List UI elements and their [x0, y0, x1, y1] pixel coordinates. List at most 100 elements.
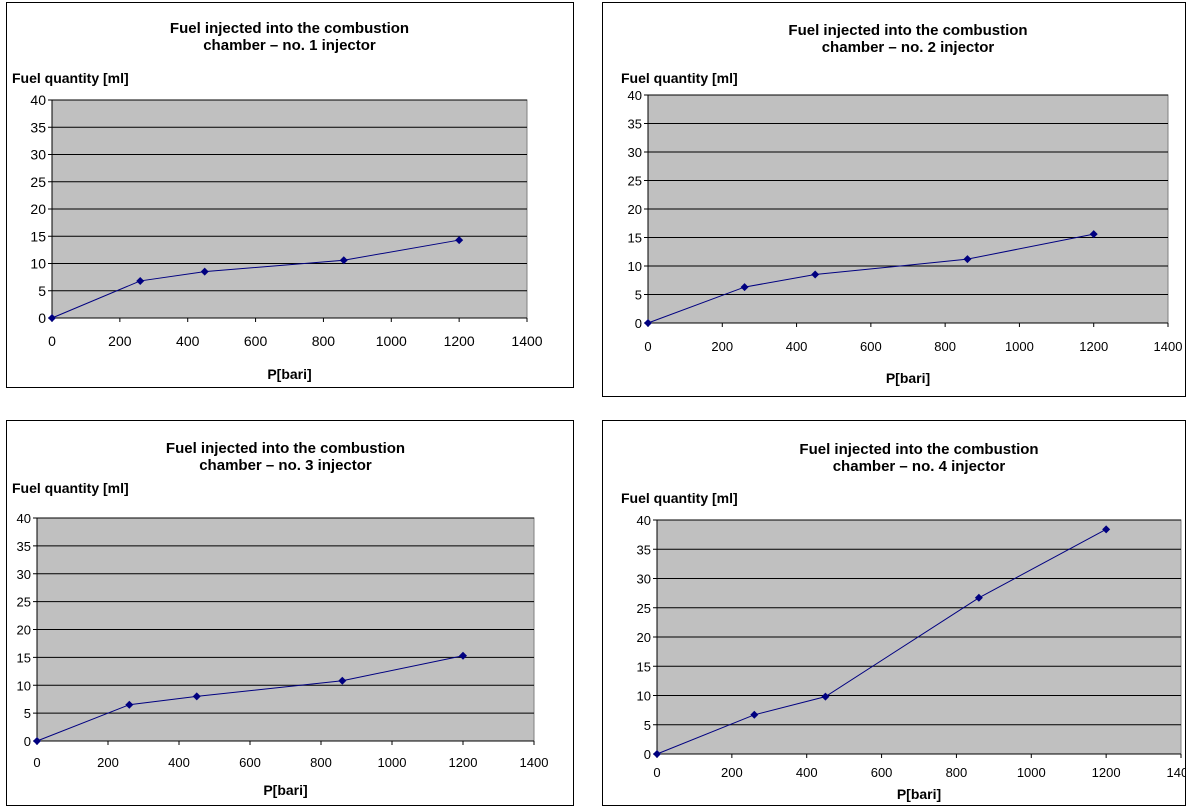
y-tick-label: 10 [30, 256, 46, 272]
chart-title-line: chamber – no. 2 injector [822, 39, 995, 56]
data-point [963, 255, 972, 264]
data-point [48, 314, 56, 322]
x-tick-label: 1400 [520, 755, 549, 770]
y-tick-label: 10 [628, 259, 642, 274]
data-point [455, 236, 464, 245]
y-tick-label: 20 [30, 201, 46, 217]
x-tick-label: 1000 [376, 333, 407, 349]
y-tick-label: 35 [637, 542, 651, 557]
x-axis-label: P[bari] [886, 370, 930, 386]
x-axis-label: P[bari] [263, 782, 307, 798]
y-tick-label: 25 [17, 595, 31, 610]
data-point [459, 651, 467, 660]
y-tick-label: 0 [635, 316, 642, 331]
x-tick-label: 600 [244, 333, 268, 349]
y-tick-label: 5 [644, 718, 651, 733]
y-axis-label: Fuel quantity [ml] [12, 480, 129, 496]
x-tick-label: 1200 [444, 333, 475, 349]
data-point [821, 692, 830, 701]
y-axis-label: Fuel quantity [ml] [621, 490, 738, 506]
y-tick-label: 40 [628, 88, 642, 103]
y-tick-label: 15 [637, 659, 651, 674]
x-tick-label: 200 [711, 339, 733, 354]
y-tick-label: 35 [17, 539, 31, 554]
data-point [338, 676, 347, 685]
data-point [740, 283, 749, 292]
y-tick-label: 15 [17, 650, 31, 665]
y-tick-label: 40 [17, 511, 31, 526]
x-tick-label: 0 [653, 765, 660, 780]
data-point [136, 276, 145, 285]
x-tick-label: 800 [310, 755, 332, 770]
x-tick-label: 400 [176, 333, 200, 349]
chart-title-line: chamber – no. 3 injector [199, 457, 372, 474]
x-tick-label: 400 [786, 339, 808, 354]
x-tick-label: 1400 [1167, 765, 1185, 780]
y-axis-label: Fuel quantity [ml] [12, 70, 129, 86]
y-tick-label: 15 [628, 231, 642, 246]
x-tick-label: 200 [721, 765, 743, 780]
x-tick-label: 1400 [1154, 339, 1183, 354]
y-tick-label: 0 [38, 310, 46, 326]
y-tick-label: 30 [628, 145, 642, 160]
x-tick-label: 1400 [511, 333, 542, 349]
x-tick-label: 0 [33, 755, 40, 770]
data-point [974, 593, 983, 602]
y-tick-label: 20 [637, 630, 651, 645]
x-tick-label: 400 [796, 765, 818, 780]
data-point [125, 700, 134, 709]
y-tick-label: 5 [38, 283, 46, 299]
data-point [1102, 525, 1111, 534]
chart-panel-injector-2: 0 5 10 15 20 25 30 35 40 0 200 400 600 800 1000 1200 140… [602, 2, 1186, 397]
chart-panel-injector-4: 0 5 10 15 20 25 30 35 40 0 200 400 600 800 1000 1200 140… [602, 420, 1186, 806]
x-tick-label: 400 [168, 755, 190, 770]
x-tick-label: 1000 [378, 755, 407, 770]
x-tick-label: 600 [239, 755, 261, 770]
y-tick-label: 10 [637, 689, 651, 704]
x-tick-label: 1000 [1005, 339, 1034, 354]
data-point [644, 319, 652, 327]
y-tick-label: 40 [30, 92, 46, 108]
x-tick-label: 800 [934, 339, 956, 354]
chart-title-line: chamber – no. 1 injector [203, 37, 376, 54]
y-tick-label: 25 [30, 174, 46, 190]
y-tick-label: 15 [30, 228, 46, 244]
x-tick-label: 1200 [449, 755, 478, 770]
y-tick-label: 0 [644, 747, 651, 762]
y-tick-label: 25 [628, 174, 642, 189]
x-tick-label: 800 [312, 333, 336, 349]
chart-panel-injector-1: 0 5 10 15 20 25 30 35 40 0 200 400 600 800 1000 1200 140… [6, 2, 574, 388]
x-tick-label: 0 [644, 339, 651, 354]
x-axis-label: P[bari] [267, 366, 311, 382]
chart-title-line: chamber – no. 4 injector [833, 458, 1006, 475]
y-tick-label: 40 [637, 513, 651, 528]
x-tick-label: 600 [871, 765, 893, 780]
x-tick-label: 1200 [1092, 765, 1121, 780]
y-tick-label: 35 [628, 117, 642, 132]
y-tick-label: 5 [24, 706, 31, 721]
x-tick-label: 200 [97, 755, 119, 770]
data-point [1089, 230, 1098, 239]
chart-title-line: Fuel injected into the combustion [799, 441, 1038, 458]
y-tick-label: 30 [30, 147, 46, 163]
data-point [811, 270, 820, 279]
data-point [653, 750, 661, 758]
chart-title-line: Fuel injected into the combustion [170, 20, 409, 37]
y-tick-label: 35 [30, 119, 46, 135]
y-axis-label: Fuel quantity [ml] [621, 70, 738, 86]
x-axis-label: P[bari] [897, 786, 941, 802]
chart-panel-injector-3: 0 5 10 15 20 25 30 35 40 0 200 400 600 800 1000 1200 140… [6, 420, 574, 806]
y-tick-label: 0 [24, 734, 31, 749]
y-tick-label: 30 [637, 572, 651, 587]
x-tick-label: 800 [946, 765, 968, 780]
x-tick-label: 0 [48, 333, 56, 349]
y-tick-label: 20 [628, 202, 642, 217]
y-tick-label: 10 [17, 678, 31, 693]
data-point [200, 267, 209, 276]
x-tick-label: 1200 [1079, 339, 1108, 354]
data-point [339, 256, 348, 265]
